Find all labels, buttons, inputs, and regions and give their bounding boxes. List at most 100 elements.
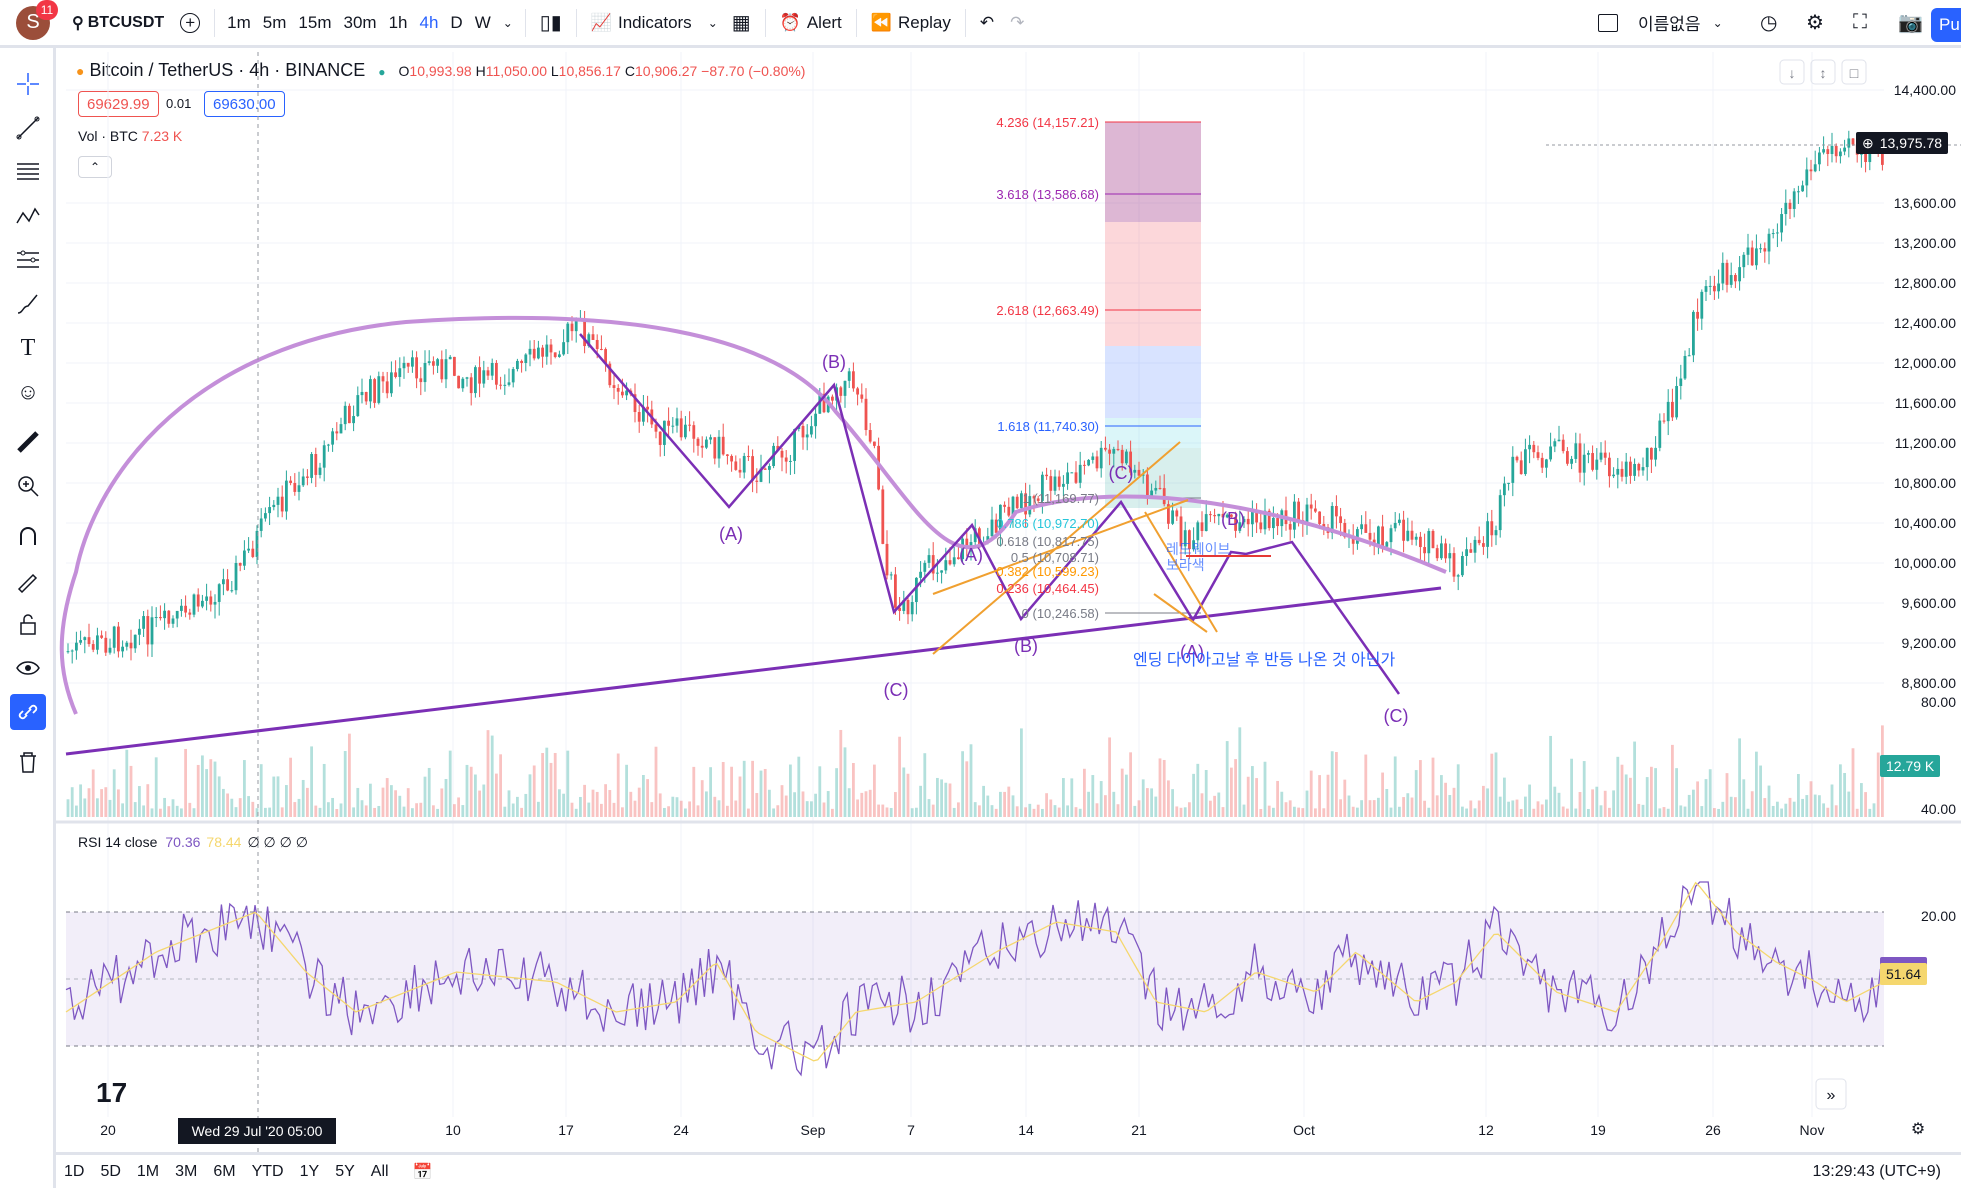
range-1d[interactable]: 1D: [64, 1162, 85, 1180]
indicators-button[interactable]: 📈 Indicators: [583, 0, 700, 47]
plus-circle-icon[interactable]: ⊕: [1862, 134, 1874, 151]
pattern-tool[interactable]: [10, 198, 46, 234]
undo-button[interactable]: ↶: [972, 0, 1002, 47]
candle-body: [398, 368, 402, 377]
tf-w[interactable]: W: [474, 12, 491, 32]
range-5d[interactable]: 5D: [100, 1162, 121, 1180]
lock-tool[interactable]: [10, 606, 46, 642]
publish-button[interactable]: Pu: [1931, 8, 1961, 42]
annotation-text[interactable]: 엔딩 다이아고날 후 반등 나온 것 아닌가: [1133, 651, 1395, 669]
support-trendline[interactable]: [65, 586, 1442, 756]
tf-1m[interactable]: 1m: [227, 12, 251, 32]
tf-30m[interactable]: 30m: [343, 12, 377, 32]
stay-drawing-tool[interactable]: [10, 562, 46, 598]
pane-controls[interactable]: ↓ ↕ □: [1779, 59, 1867, 85]
magnet-tool[interactable]: [10, 518, 46, 554]
range-3m[interactable]: 3M: [175, 1162, 198, 1180]
quick-search-button[interactable]: ◷: [1752, 0, 1785, 47]
range-1m[interactable]: 1M: [136, 1162, 160, 1180]
zoom-tool[interactable]: [10, 468, 46, 504]
volume-bar: [436, 808, 439, 817]
remove-tool[interactable]: [10, 744, 46, 780]
redo-button[interactable]: ↷: [1002, 0, 1032, 47]
channel-line[interactable]: [1144, 511, 1218, 633]
brush-tool[interactable]: [10, 286, 46, 322]
legend-title[interactable]: Bitcoin / TetherUS · 4h · BINANCE: [89, 60, 366, 80]
calendar-icon[interactable]: 📅: [412, 1163, 433, 1181]
text-tool[interactable]: T: [10, 330, 46, 366]
volume-bar: [1629, 777, 1632, 817]
channel-line[interactable]: [1153, 593, 1208, 633]
chart-type-button[interactable]: ▯▮: [532, 0, 570, 47]
volume-bar: [1095, 803, 1099, 817]
volume-bar: [1200, 793, 1204, 817]
zoom-in-icon: [18, 476, 39, 497]
candle-body: [919, 571, 922, 578]
templates-button[interactable]: ⌄ ▦: [700, 0, 759, 47]
crosshair-tool[interactable]: [10, 66, 46, 102]
candle-body: [1465, 549, 1468, 557]
sync-drawings-tool[interactable]: [10, 694, 46, 730]
channel-line[interactable]: [932, 499, 1189, 595]
hide-tool[interactable]: [10, 650, 46, 686]
annotation-text[interactable]: 보라색: [1166, 557, 1205, 573]
sell-button[interactable]: 69629.99: [78, 91, 159, 117]
high-value: 11,050.00: [485, 63, 547, 79]
layout-menu[interactable]: 이름없음 ⌄: [1590, 0, 1731, 47]
tf-4h[interactable]: 4h: [419, 12, 439, 32]
user-avatar[interactable]: S 11: [16, 0, 58, 40]
snapshot-button[interactable]: 📷: [1890, 0, 1931, 47]
alert-button[interactable]: ⏰ Alert: [772, 0, 850, 47]
price-chart[interactable]: 4.236 (14,157.21) 3.618 (13,586.68) 2.61…: [56, 52, 1961, 1152]
candle-body: [117, 626, 120, 652]
tf-5m[interactable]: 5m: [262, 12, 287, 32]
candle-body: [1881, 150, 1884, 165]
volume-bar: [1532, 808, 1536, 817]
settings-button[interactable]: ⚙: [1798, 0, 1832, 47]
collapse-icon[interactable]: ↕: [1820, 65, 1827, 81]
range-6m[interactable]: 6M: [213, 1162, 236, 1180]
trendline-tool[interactable]: [10, 110, 46, 146]
candle-body: [79, 640, 82, 643]
volume-bar: [1238, 727, 1242, 817]
emoji-tool[interactable]: ☺: [10, 374, 46, 410]
candle-body: [289, 480, 292, 483]
rounded-arc-drawing[interactable]: [59, 315, 1447, 715]
fib-tool[interactable]: [10, 154, 46, 190]
range-5y[interactable]: 5Y: [335, 1162, 355, 1180]
buy-button[interactable]: 69630.00: [204, 91, 285, 117]
forecast-tool[interactable]: [10, 242, 46, 278]
candle-body: [868, 430, 872, 442]
wave-label-b: (B): [1014, 636, 1038, 656]
annotation-text[interactable]: 레드웨이브: [1166, 541, 1231, 557]
volume-bar: [276, 776, 280, 817]
collapse-legend-button[interactable]: ⌃: [78, 156, 112, 178]
symbol-search[interactable]: ⚲ BTCUSDT: [64, 0, 172, 47]
fullscreen-button[interactable]: ⛶: [1845, 0, 1875, 47]
replay-button[interactable]: ⏪ Replay: [863, 0, 959, 47]
range-all[interactable]: All: [370, 1162, 389, 1180]
compare-symbol-button[interactable]: +: [172, 0, 208, 47]
range-1y[interactable]: 1Y: [299, 1162, 320, 1180]
go-to-realtime-button[interactable]: »: [1815, 1078, 1847, 1110]
tf-d[interactable]: D: [450, 12, 463, 32]
volume-bar: [192, 808, 196, 817]
arrow-down-icon[interactable]: ↓: [1789, 65, 1796, 81]
candle-body: [1356, 529, 1359, 544]
volume-bar: [482, 784, 486, 817]
candle-body: [1225, 514, 1229, 518]
volume-bar: [1389, 807, 1393, 817]
clock-time[interactable]: 13:29:43 (UTC+9): [1812, 1162, 1941, 1180]
range-ytd[interactable]: YTD: [251, 1162, 284, 1180]
ruler-tool[interactable]: [10, 424, 46, 460]
volume-bar: [339, 803, 343, 817]
candle-body: [469, 377, 473, 394]
tf-1h[interactable]: 1h: [388, 12, 408, 32]
tf-15m[interactable]: 15m: [298, 12, 332, 32]
maximize-icon[interactable]: □: [1850, 65, 1859, 81]
settings-gear-icon[interactable]: ⚙: [1911, 1121, 1925, 1138]
chevron-down-icon[interactable]: ⌄: [502, 15, 513, 30]
elliott-wave-drawing[interactable]: [579, 333, 1401, 695]
candle-body: [965, 538, 969, 548]
volume-bar: [1566, 808, 1569, 817]
